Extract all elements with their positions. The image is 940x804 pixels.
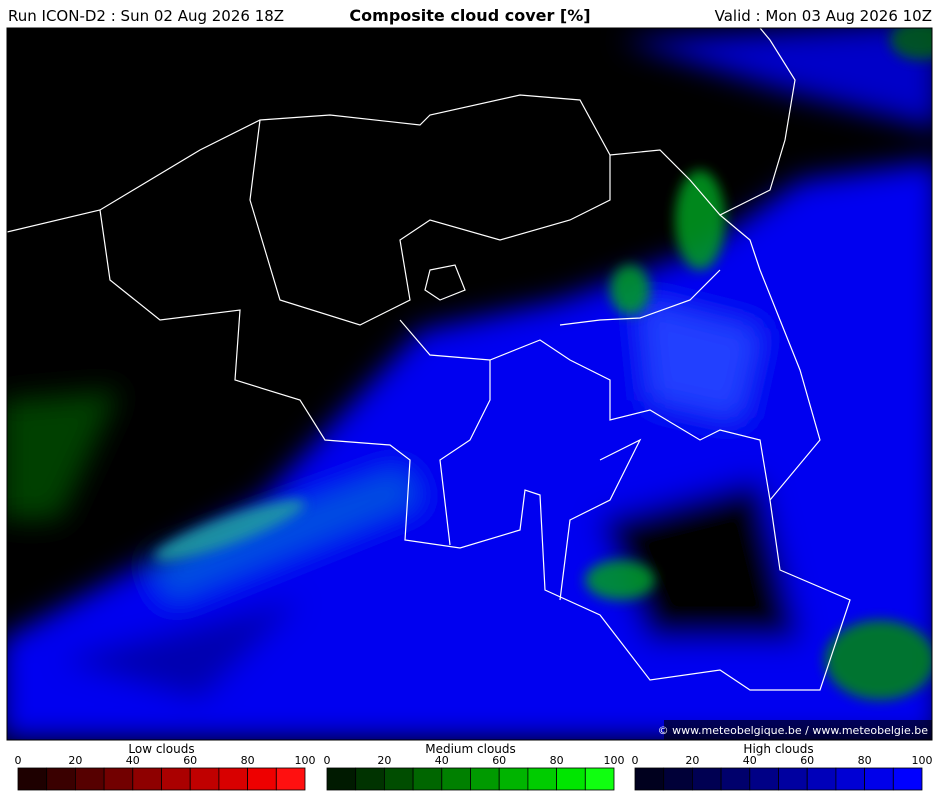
legends: Low clouds 0 20 40 60 80 100 Medium clouds 0 20 40… xyxy=(15,742,933,791)
legend-swatch xyxy=(189,767,220,791)
legend-swatch xyxy=(75,767,105,791)
legend-tick-label: 20 xyxy=(377,754,391,767)
legend-swatch xyxy=(247,767,277,791)
legend-tick-label: 40 xyxy=(126,754,140,767)
map: © www.meteobelgique.be / www.meteobelgie… xyxy=(7,28,932,740)
legend-tick-label: 80 xyxy=(550,754,564,767)
legend-title: Low clouds xyxy=(128,742,194,756)
legend-swatch xyxy=(806,767,837,791)
legend-swatch xyxy=(749,767,779,791)
legend-tick-label: 40 xyxy=(435,754,449,767)
legend-tick-label: 0 xyxy=(324,754,331,767)
legend-swatch xyxy=(46,767,76,791)
legend-swatch xyxy=(103,767,134,791)
legend-tick-label: 60 xyxy=(800,754,814,767)
run-info: Run ICON-D2 : Sun 02 Aug 2026 18Z xyxy=(8,7,284,25)
legend-tick-label: 20 xyxy=(685,754,699,767)
legend-tick-label: 80 xyxy=(858,754,872,767)
legend-swatch xyxy=(556,767,586,791)
legend-tick-label: 0 xyxy=(15,754,22,767)
legend-swatch xyxy=(835,767,866,791)
legend-swatch xyxy=(498,767,529,791)
legend-swatch xyxy=(527,767,558,791)
map-frame xyxy=(6,27,933,741)
legend-swatch xyxy=(383,767,414,791)
map-title: Composite cloud cover [%] xyxy=(349,6,590,25)
legend-tick-label: 20 xyxy=(68,754,82,767)
legend-swatch xyxy=(412,767,443,791)
legend-swatch xyxy=(17,767,48,791)
legend-swatch xyxy=(132,767,162,791)
legend-swatch xyxy=(161,767,191,791)
legend-swatch xyxy=(720,767,751,791)
legend-tick-label: 60 xyxy=(183,754,197,767)
legend-swatch xyxy=(441,767,471,791)
legend-swatch xyxy=(892,767,923,791)
legend-tick-label: 100 xyxy=(295,754,316,767)
legend-swatch xyxy=(692,767,722,791)
legend-swatch xyxy=(864,767,894,791)
legend-swatch xyxy=(275,767,306,791)
legend-tick-label: 100 xyxy=(912,754,933,767)
legend-tick-label: 100 xyxy=(604,754,625,767)
legend-tick-label: 60 xyxy=(492,754,506,767)
valid-info: Valid : Mon 03 Aug 2026 10Z xyxy=(715,7,932,25)
legend-swatch xyxy=(778,767,808,791)
legend-tick-label: 0 xyxy=(632,754,639,767)
legend-swatch xyxy=(470,767,500,791)
legend-swatch xyxy=(663,767,693,791)
legend-swatch xyxy=(584,767,615,791)
legend-tick-label: 80 xyxy=(241,754,255,767)
legend-swatch xyxy=(634,767,665,791)
legend-title: Medium clouds xyxy=(425,742,516,756)
legend-title: High clouds xyxy=(743,742,813,756)
legend-swatch xyxy=(326,767,357,791)
legend-tick-label: 40 xyxy=(743,754,757,767)
legend-swatch xyxy=(218,767,248,791)
credit: © www.meteobelgique.be / www.meteobelgie… xyxy=(658,724,929,737)
legend-swatch xyxy=(355,767,385,791)
